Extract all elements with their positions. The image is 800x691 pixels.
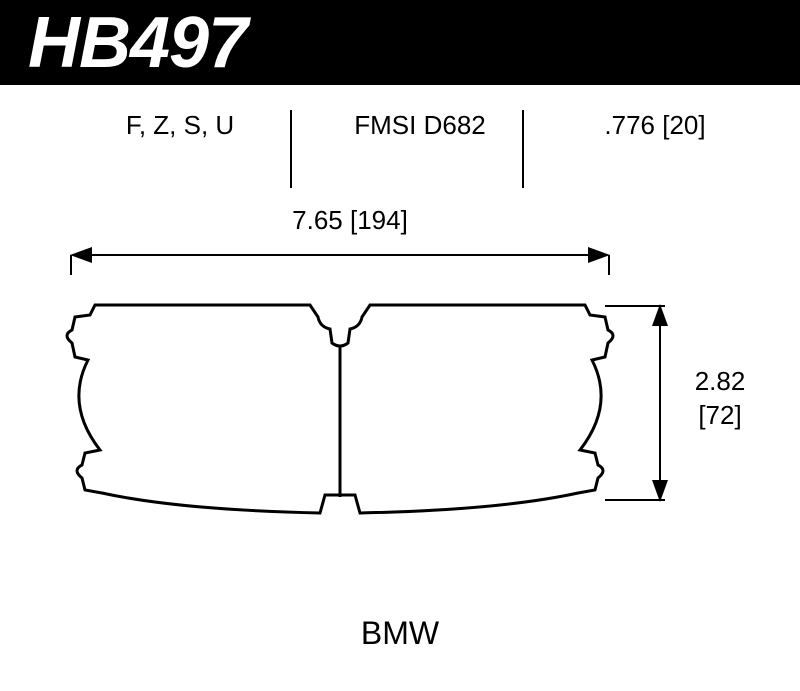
spec-divider-2 xyxy=(522,110,524,188)
height-dimension-line xyxy=(605,290,685,515)
width-dimension-line xyxy=(70,235,610,275)
height-dimension-label: 2.82 [72] xyxy=(680,365,760,433)
part-number: HB497 xyxy=(28,2,247,84)
height-in: 2.82 xyxy=(680,365,760,399)
brake-pad-outline xyxy=(60,285,620,520)
spec-divider-1 xyxy=(290,110,292,188)
width-mm: [194] xyxy=(350,205,408,235)
height-mm: [72] xyxy=(680,399,760,433)
spec-row: F, Z, S, U FMSI D682 .776 [20] xyxy=(0,110,800,200)
width-in: 7.65 xyxy=(292,205,343,235)
spec-thickness: .776 [20] xyxy=(555,110,755,141)
thickness-mm: [20] xyxy=(662,110,705,140)
width-dimension-label: 7.65 [194] xyxy=(270,205,430,236)
brand-label: BMW xyxy=(0,615,800,652)
thickness-in: .776 xyxy=(604,110,655,140)
spec-compounds: F, Z, S, U xyxy=(80,110,280,141)
header-bar: HB497 xyxy=(0,0,800,85)
spec-fmsi: FMSI D682 xyxy=(330,110,510,141)
